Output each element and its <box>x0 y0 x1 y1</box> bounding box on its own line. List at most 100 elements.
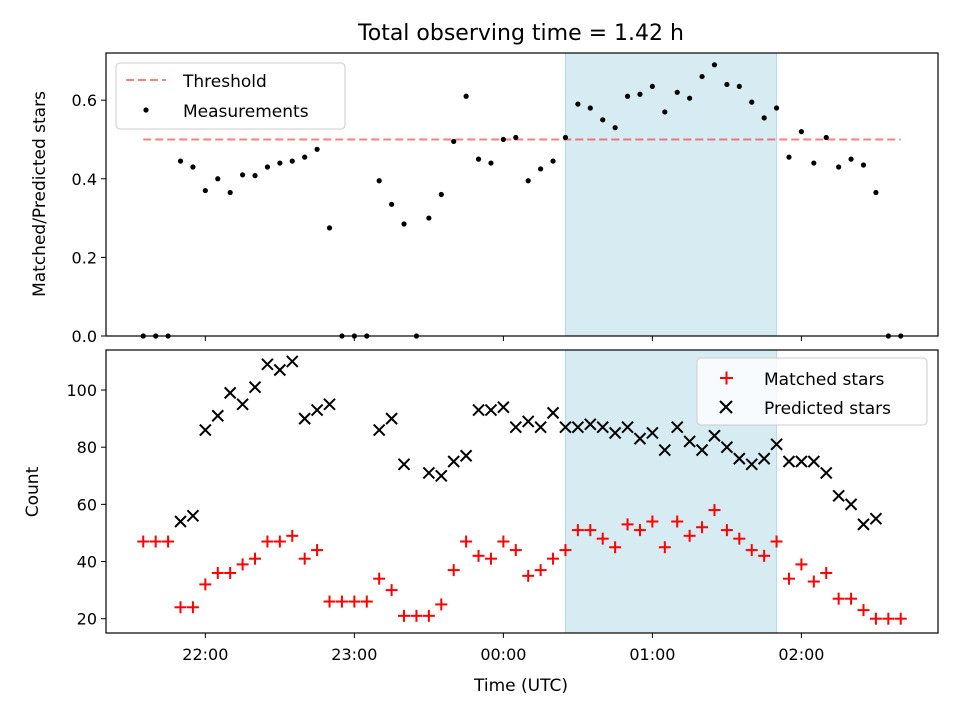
measurement-point <box>798 129 805 135</box>
measurement-point <box>600 117 606 123</box>
measurement-point <box>215 176 221 182</box>
predicted-star-point <box>459 449 473 462</box>
measurement-point <box>773 105 780 111</box>
predicted-star-point <box>782 455 796 468</box>
matched-star-point <box>249 552 262 565</box>
bottom-legend-box <box>696 357 928 426</box>
top-axes-frame <box>105 52 939 337</box>
predicted-star-point <box>174 515 187 528</box>
measurement-point <box>438 191 444 198</box>
measurement-point <box>649 83 655 90</box>
predicted-star-point <box>869 512 883 525</box>
predicted-star-point <box>733 452 746 465</box>
measurement-point <box>252 173 258 179</box>
predicted-star-point <box>497 400 510 414</box>
matched-star-point <box>286 529 299 542</box>
measurement-point <box>525 178 531 184</box>
bottom-y-tick-label: 80 <box>77 438 97 457</box>
measurement-point <box>475 156 482 162</box>
predicted-star-point <box>199 423 212 437</box>
measurement-point <box>376 178 382 184</box>
predicted-star-point <box>286 355 299 368</box>
x-axis-label: Time (UTC) <box>473 676 568 696</box>
predicted-star-point <box>435 469 448 482</box>
measurement-point <box>836 164 842 170</box>
matched-star-point <box>186 601 199 614</box>
predicted-star-point <box>534 420 547 434</box>
predicted-star-point <box>770 438 783 451</box>
measurement-point <box>401 221 407 227</box>
top-y-tick-label: 0.4 <box>72 170 97 189</box>
measurement-point <box>724 81 730 88</box>
predicted-star-point <box>757 452 771 465</box>
measurement-point <box>587 105 593 111</box>
measurement-point <box>389 201 395 207</box>
predicted-star-point <box>633 432 647 445</box>
bottom-y-tick-label: 100 <box>66 381 97 400</box>
matched-star-point <box>435 598 448 611</box>
matched-star-point <box>484 552 497 565</box>
measurement-point <box>326 225 333 231</box>
measurement-point <box>550 158 556 164</box>
measurement-point <box>426 215 432 221</box>
matched-star-point <box>547 552 560 565</box>
measurement-point <box>562 134 569 141</box>
matched-star-point <box>770 535 783 548</box>
predicted-star-point <box>584 418 597 431</box>
measurement-point <box>500 136 506 143</box>
measurement-point <box>637 91 643 97</box>
matched-star-point <box>869 612 882 625</box>
matched-star-point <box>398 609 411 622</box>
measurement-point <box>761 115 767 121</box>
matched-star-point <box>795 558 808 571</box>
matched-star-point <box>298 552 311 565</box>
predicted-star-point <box>484 403 498 417</box>
predicted-star-point <box>608 426 622 440</box>
predicted-star-point <box>261 358 274 371</box>
predicted-star-point <box>248 380 262 394</box>
bottom-y-axis-label: Count <box>23 466 43 517</box>
measurement-point <box>314 146 320 152</box>
predicted-star-point <box>372 423 386 437</box>
predicted-star-point <box>447 455 460 468</box>
ratio-panel: 0.0 0.2 0.4 0.6 Matched/Predicted stars Thr… <box>30 52 939 346</box>
predicted-star-point <box>310 403 324 417</box>
predicted-star-point <box>658 443 672 457</box>
x-tick-label: 00:00 <box>480 645 526 664</box>
x-tick-label: 02:00 <box>778 645 824 664</box>
matched-star-point <box>224 566 237 579</box>
legend-measurements-swatch <box>143 107 149 113</box>
measurement-point <box>451 138 457 145</box>
predicted-star-point <box>546 406 560 420</box>
predicted-star-point <box>509 420 522 434</box>
predicted-star-point <box>695 443 709 457</box>
x-tick-label: 01:00 <box>629 645 675 664</box>
predicted-star-point <box>745 458 758 471</box>
matched-star-point <box>360 595 373 608</box>
measurement-point <box>264 164 271 170</box>
matched-star-point <box>162 535 175 548</box>
measurement-point <box>873 189 879 196</box>
legend-threshold-label: Threshold <box>182 72 267 92</box>
bottom-y-tick-label: 40 <box>77 553 97 572</box>
predicted-star-point <box>522 415 535 428</box>
predicted-star-point <box>844 498 858 511</box>
measurement-point <box>624 93 631 99</box>
predicted-star-point <box>571 420 585 434</box>
matched-star-point <box>447 564 460 577</box>
top-y-tick-label: 0.6 <box>72 91 97 110</box>
predicted-star-point <box>236 398 249 411</box>
measurement-point <box>612 125 618 131</box>
count-panel: 20 40 60 80 100 22:00 23:00 00:00 01:00 02:00 Co… <box>23 349 939 696</box>
matched-star-point <box>236 558 249 571</box>
matched-star-point <box>534 564 547 577</box>
top-y-axis-label: Matched/Predicted stars <box>30 91 50 297</box>
matched-star-point <box>497 535 510 548</box>
measurement-point <box>488 160 494 166</box>
matched-star-point <box>820 566 833 579</box>
measurement-point <box>277 160 283 166</box>
measurement-point <box>674 89 680 95</box>
matched-star-point <box>422 609 435 622</box>
measurement-point <box>227 189 233 196</box>
matched-star-point <box>596 532 609 545</box>
